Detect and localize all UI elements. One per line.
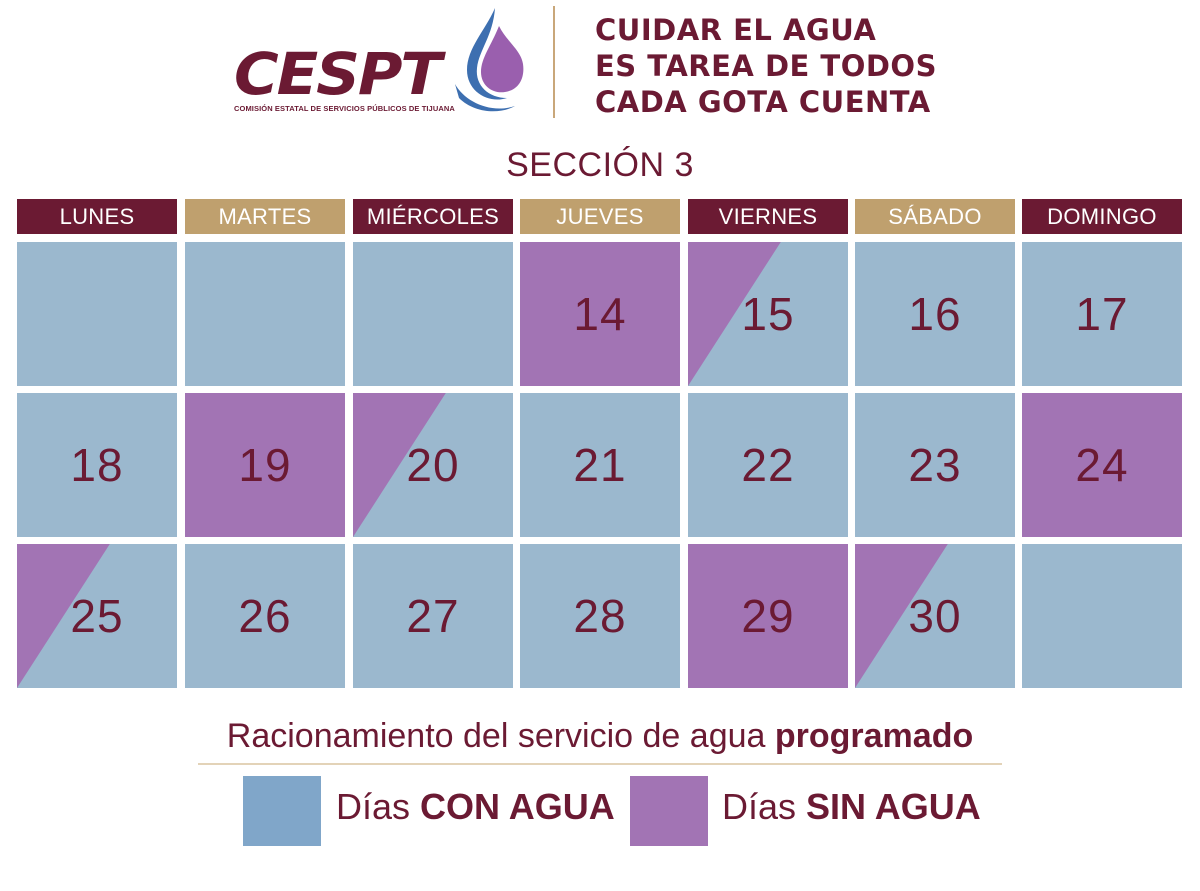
- header-divider: [553, 6, 555, 118]
- slogan: CUIDAR EL AGUA ES TAREA DE TODOS CADA GO…: [595, 12, 937, 120]
- water-drop-icon: [455, 8, 524, 112]
- weekday-header: MIÉRCOLES: [353, 199, 513, 234]
- calendar-day-cell: 19: [185, 393, 345, 537]
- legend-label-prefix: Días: [336, 786, 421, 827]
- legend-label-bold: SIN AGUA: [806, 786, 981, 827]
- calendar-day-cell: 23: [855, 393, 1015, 537]
- day-number: 20: [406, 439, 460, 491]
- weekday-header: LUNES: [17, 199, 177, 234]
- day-status-shape: [520, 544, 680, 688]
- day-status-shape: [688, 393, 848, 537]
- day-number: 18: [70, 439, 124, 491]
- day-status-shape: [17, 393, 177, 537]
- day-status-shape: [17, 544, 177, 688]
- calendar-day-cell: 16: [855, 242, 1015, 386]
- day-number: 29: [741, 590, 795, 642]
- legend-label-bold: CON AGUA: [420, 786, 615, 827]
- weekday-header: SÁBADO: [855, 199, 1015, 234]
- weekday-header: DOMINGO: [1022, 199, 1182, 234]
- day-status-shape: [17, 242, 177, 386]
- day-number: 24: [1075, 439, 1129, 491]
- day-status-shape: [688, 544, 848, 688]
- day-status-shape: [185, 393, 345, 537]
- day-number: [1022, 544, 1182, 688]
- con-agua-label: Días CON AGUA: [336, 786, 615, 828]
- day-number: [185, 242, 345, 386]
- calendar-day-cell: 26: [185, 544, 345, 688]
- calendar-day-cell: 22: [688, 393, 848, 537]
- day-number: 22: [741, 439, 795, 491]
- calendar-day-cell: 24: [1022, 393, 1182, 537]
- day-number: 15: [741, 288, 795, 340]
- day-number: [353, 242, 513, 386]
- day-status-shape: [1022, 393, 1182, 537]
- logo-subtitle: COMISIÓN ESTATAL DE SERVICIOS PÚBLICOS D…: [234, 104, 455, 113]
- day-status-shape: [1022, 242, 1182, 386]
- day-number: 23: [908, 439, 962, 491]
- calendar-day-cell: 15: [688, 242, 848, 386]
- logo-text: CESPT: [234, 40, 442, 108]
- day-status-shape: [185, 544, 345, 688]
- slogan-line: CUIDAR EL AGUA: [595, 13, 877, 47]
- calendar-day-cell: [1022, 544, 1182, 688]
- calendar-day-cell: [353, 242, 513, 386]
- calendar-day-cell: [17, 242, 177, 386]
- slogan-line: ES TAREA DE TODOS: [595, 49, 937, 83]
- section-title: SECCIÓN 3: [506, 146, 694, 184]
- day-number: 30: [908, 590, 962, 642]
- sin-agua-swatch: [630, 776, 708, 846]
- calendar-day-cell: 14: [520, 242, 680, 386]
- day-number: 19: [238, 439, 292, 491]
- day-number: [17, 242, 177, 386]
- cespt-logo: CESPT COMISIÓN ESTATAL DE SERVICIOS PÚBL…: [230, 6, 530, 121]
- slogan-line: CADA GOTA CUENTA: [595, 85, 931, 119]
- day-status-shape: [688, 242, 848, 386]
- legend-title: Racionamiento del servicio de agua progr…: [0, 717, 1200, 756]
- calendar-day-cell: 27: [353, 544, 513, 688]
- legend-divider: [198, 763, 1002, 765]
- day-status-shape: [855, 393, 1015, 537]
- calendar-day-cell: 25: [17, 544, 177, 688]
- calendar-day-cell: 21: [520, 393, 680, 537]
- day-number: 17: [1075, 288, 1129, 340]
- day-status-shape: [520, 242, 680, 386]
- day-number: 21: [573, 439, 627, 491]
- legend-title-text: Racionamiento del servicio de agua: [226, 717, 775, 755]
- day-status-shape: [520, 393, 680, 537]
- day-status-shape: [353, 242, 513, 386]
- day-status-shape: [185, 242, 345, 386]
- day-number: 27: [406, 590, 460, 642]
- day-number: 25: [70, 590, 124, 642]
- calendar-day-cell: 29: [688, 544, 848, 688]
- con-agua-swatch: [243, 776, 321, 846]
- calendar-day-cell: [185, 242, 345, 386]
- calendar-day-cell: 18: [17, 393, 177, 537]
- weekday-header: MARTES: [185, 199, 345, 234]
- calendar-day-cell: 20: [353, 393, 513, 537]
- day-status-shape: [855, 544, 1015, 688]
- day-status-shape: [353, 393, 513, 537]
- sin-agua-label: Días SIN AGUA: [722, 786, 981, 828]
- calendar-day-cell: 28: [520, 544, 680, 688]
- legend-label-prefix: Días: [722, 786, 807, 827]
- day-status-shape: [855, 242, 1015, 386]
- day-status-shape: [353, 544, 513, 688]
- day-status-shape: [1022, 544, 1182, 688]
- calendar-day-cell: 30: [855, 544, 1015, 688]
- day-number: 14: [573, 288, 627, 340]
- weekday-header: JUEVES: [520, 199, 680, 234]
- day-number: 16: [908, 288, 962, 340]
- day-number: 28: [573, 590, 627, 642]
- calendar-day-cell: 17: [1022, 242, 1182, 386]
- day-number: 26: [238, 590, 292, 642]
- legend-title-bold: programado: [774, 717, 974, 755]
- weekday-header: VIERNES: [688, 199, 848, 234]
